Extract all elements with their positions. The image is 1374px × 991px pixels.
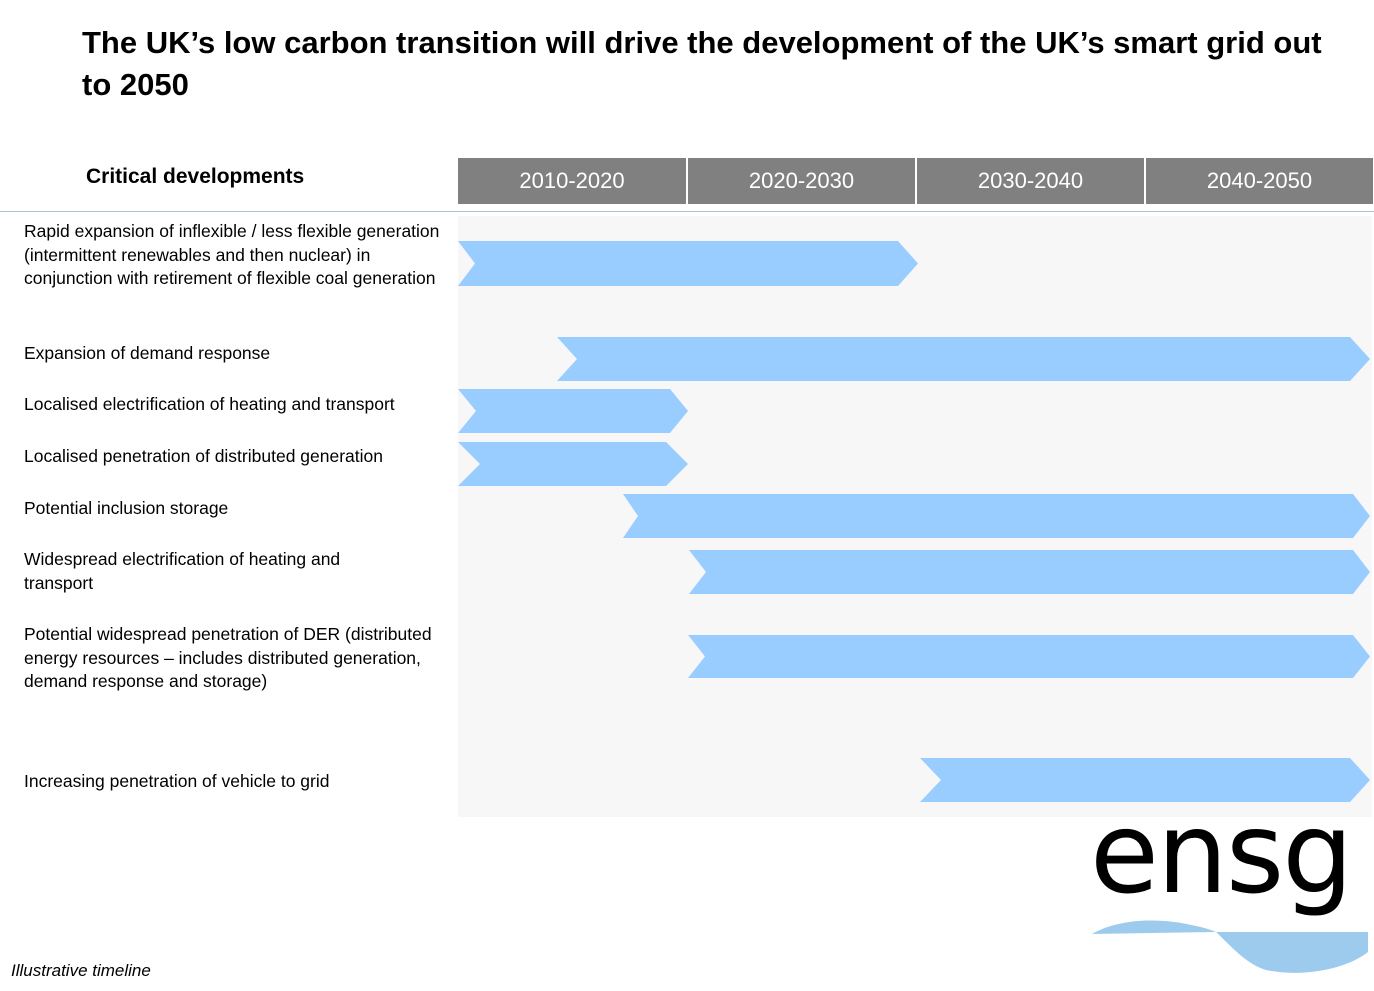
development-label: Localised electrification of heating and… [24, 394, 395, 414]
footnote: Illustrative timeline [11, 961, 151, 980]
header-divider [0, 211, 1374, 212]
development-label: Expansion of demand response [24, 343, 271, 363]
timeline-arrow [458, 442, 688, 486]
timeline-arrow [458, 389, 688, 433]
timeline-arrow [689, 550, 1370, 594]
period-header-2010-2020: 2010-2020 [458, 158, 686, 204]
ensg-logo: ensg [1086, 789, 1374, 987]
timeline-arrow [623, 494, 1370, 538]
development-label: Increasing penetration of vehicle to gri… [24, 771, 330, 791]
development-label: Potential inclusion storage [24, 498, 229, 518]
timeline-arrow [688, 635, 1370, 678]
development-label: Potential widespread penetration of DER … [24, 624, 432, 691]
page-title: The UK’s low carbon transition will driv… [82, 25, 1322, 102]
development-label: Widespread electrification of heating an… [24, 549, 341, 593]
period-header-2020-2030: 2020-2030 [688, 158, 915, 204]
timeline-arrow [920, 758, 1370, 802]
development-label: Localised penetration of distributed gen… [24, 446, 383, 466]
logo-text: ensg [1090, 789, 1353, 919]
development-label: Rapid expansion of inflexible / less fle… [24, 221, 440, 288]
logo-wave-icon [1092, 920, 1368, 973]
critical-developments-header: Critical developments [86, 165, 305, 188]
timeline-arrow [557, 337, 1370, 381]
timeline-arrow [458, 241, 918, 286]
period-header-2040-2050: 2040-2050 [1146, 158, 1373, 204]
period-header-2030-2040: 2030-2040 [917, 158, 1144, 204]
